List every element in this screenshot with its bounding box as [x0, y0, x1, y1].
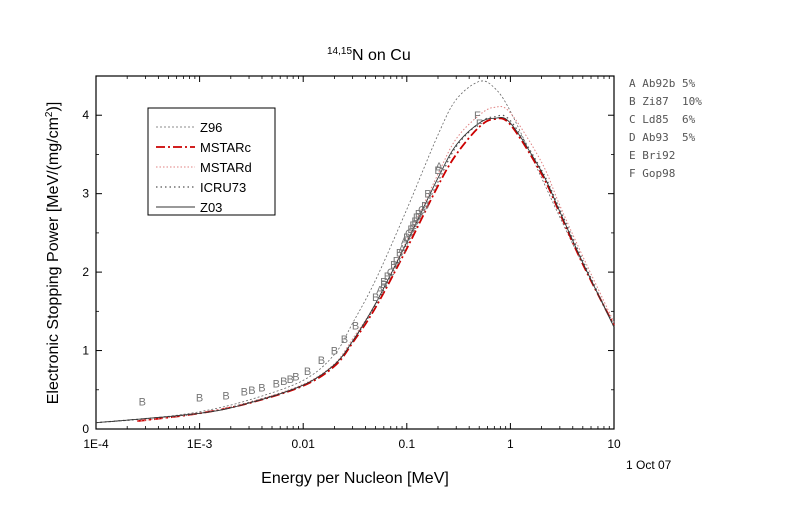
data-point-b: B — [341, 334, 348, 346]
reference-item: E Bri92 — [629, 149, 675, 162]
reference-item: B Zi87 10% — [629, 95, 702, 108]
series-line-mstarc — [137, 117, 615, 423]
x-tick-label-5: 10 — [607, 437, 621, 451]
data-point-b: B — [396, 248, 403, 260]
series-line-z96 — [95, 80, 615, 424]
reference-item: D Ab93 5% — [629, 131, 696, 144]
data-point-f: F — [474, 110, 481, 122]
data-point-b: B — [222, 390, 229, 402]
data-point-b: B — [304, 366, 311, 378]
curves-group — [95, 80, 615, 424]
y-axis-title-end: )] — [45, 102, 62, 112]
data-point-a: A — [398, 244, 406, 256]
data-point-b: B — [411, 216, 418, 228]
data-point-b: B — [248, 385, 255, 397]
data-point-b: B — [407, 224, 414, 236]
series-line-mstard — [137, 106, 615, 422]
reference-item: C Ld85 6% — [629, 113, 696, 126]
data-point-b: B — [196, 393, 203, 405]
data-point-b: B — [415, 208, 422, 220]
axis-ticks — [95, 76, 615, 430]
data-point-c: C — [387, 267, 395, 279]
data-point-e: E — [380, 277, 387, 289]
y-tick-label-0: 0 — [82, 422, 89, 436]
reference-item: A Ab92b 5% — [629, 77, 696, 90]
legend-label-z03: Z03 — [200, 200, 222, 215]
x-tick-label-0: 1E-4 — [83, 437, 109, 451]
x-tick-label-3: 0.1 — [398, 437, 415, 451]
legend-label-mstarc: MSTARc — [200, 140, 252, 155]
x-tick-label-2: 0.01 — [292, 437, 316, 451]
legend-label-z96: Z96 — [200, 120, 222, 135]
data-point-a: A — [376, 284, 384, 296]
data-point-b: B — [241, 386, 248, 398]
data-point-b: B — [280, 376, 287, 388]
y-axis-title: Electronic Stopping Power [MeV/(mg/cm2)] — [44, 102, 62, 405]
data-point-d: D — [413, 212, 421, 224]
data-point-b: B — [384, 271, 391, 283]
data-point-a: A — [435, 161, 443, 173]
y-tick-label-4: 4 — [82, 108, 89, 122]
legend-label-icru73: ICRU73 — [200, 180, 246, 195]
date-stamp: 1 Oct 07 — [626, 458, 672, 472]
data-point-b: B — [139, 397, 146, 409]
x-axis-title: Energy per Nucleon [MeV] — [261, 470, 449, 487]
data-point-a: A — [401, 236, 409, 248]
data-point-b: B — [287, 374, 294, 386]
y-tick-label-1: 1 — [82, 344, 89, 358]
data-point-c: C — [418, 204, 426, 216]
data-point-b: B — [352, 320, 359, 332]
data-point-b: B — [331, 346, 338, 358]
data-point-b: B — [434, 165, 441, 177]
data-point-b: B — [390, 259, 397, 271]
legend-box — [147, 107, 276, 216]
chart-title: 14,15N on Cu — [327, 46, 411, 64]
data-point-d: D — [421, 200, 429, 212]
x-tick-label-4: 1 — [507, 437, 514, 451]
data-point-f: F — [476, 118, 483, 130]
x-tick-label-1: 1E-3 — [187, 437, 213, 451]
chart-title-main: N on Cu — [352, 47, 411, 64]
data-point-d: D — [393, 255, 401, 267]
y-tick-label-2: 2 — [82, 265, 89, 279]
data-point-e: E — [409, 220, 416, 232]
reference-list: A Ab92b 5% B Zi87 10% C Ld85 6% D Ab93 5% E … — [629, 77, 702, 180]
legend-label-mstard: MSTARd — [200, 160, 252, 175]
chart-title-superscript: 14,15 — [327, 46, 352, 57]
data-point-b: B — [258, 382, 265, 394]
data-point-b: B — [372, 292, 379, 304]
y-tick-label-3: 3 — [82, 187, 89, 201]
tick-labels-group: 1E-4 1E-3 0.01 0.1 1 10 0 1 2 3 4 — [82, 108, 621, 451]
legend: Z96 MSTARc MSTARd ICRU73 Z03 — [147, 107, 276, 216]
data-point-b: B — [424, 189, 431, 201]
data-point-c: C — [405, 228, 413, 240]
y-axis-title-main: Electronic Stopping Power [MeV/(mg/cm — [45, 117, 62, 404]
reference-item: F Gop98 — [629, 167, 675, 180]
plot-frame — [95, 75, 615, 430]
data-point-b: B — [292, 371, 299, 383]
data-point-b: B — [318, 355, 325, 367]
y-axis-title-superscript: 2 — [44, 111, 55, 117]
data-point-b: B — [403, 232, 410, 244]
series-line-z03 — [95, 116, 615, 424]
data-point-b: B — [273, 379, 280, 391]
data-point-b: B — [380, 279, 387, 291]
